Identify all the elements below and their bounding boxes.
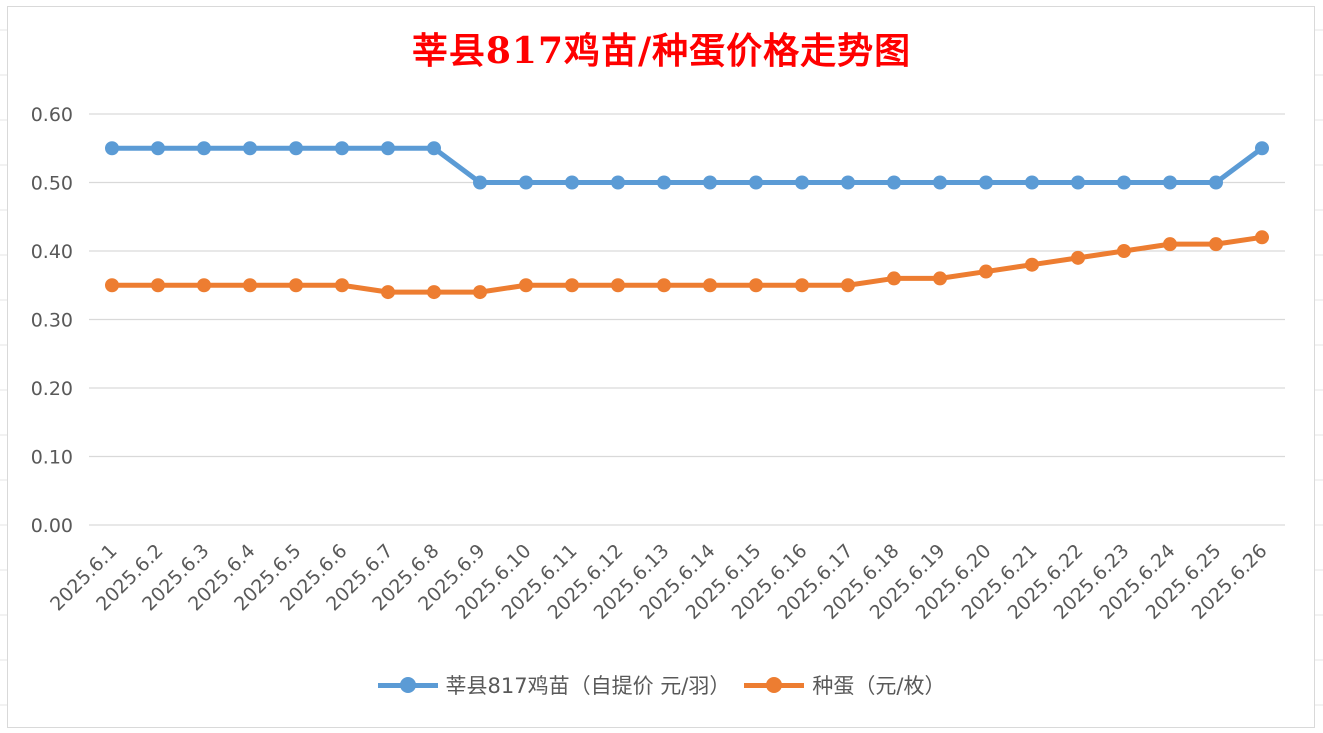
data-point-series2 bbox=[243, 278, 257, 293]
data-point-series2 bbox=[703, 278, 717, 293]
chart-title: 莘县817鸡苗/种蛋价格走势图 bbox=[411, 30, 912, 72]
data-point-series1 bbox=[1071, 175, 1085, 190]
chart-area[interactable] bbox=[7, 6, 1315, 728]
data-point-series2 bbox=[1117, 244, 1131, 258]
legend-label-series1: 莘县817鸡苗（自提价 元/羽） bbox=[445, 674, 731, 698]
y-tick-label: 0.00 bbox=[31, 515, 73, 537]
data-point-series1 bbox=[197, 141, 211, 156]
data-point-series2 bbox=[933, 271, 947, 286]
legend-label-series2: 种蛋（元/枚） bbox=[812, 674, 946, 698]
data-point-series2 bbox=[565, 278, 579, 293]
data-point-series2 bbox=[151, 278, 165, 293]
y-tick-label: 0.20 bbox=[31, 378, 73, 400]
data-point-series1 bbox=[519, 175, 533, 190]
data-point-series1 bbox=[381, 141, 395, 156]
data-point-series2 bbox=[887, 271, 901, 286]
data-point-series1 bbox=[933, 175, 947, 190]
legend-marker-series2 bbox=[744, 677, 805, 693]
series-line-2 bbox=[109, 234, 1265, 295]
data-point-series1 bbox=[749, 175, 763, 190]
y-tick-label: 0.60 bbox=[31, 104, 73, 126]
data-point-series2 bbox=[1071, 250, 1085, 265]
data-point-series1 bbox=[289, 141, 303, 156]
data-point-series2 bbox=[1025, 257, 1039, 272]
data-point-series2 bbox=[427, 285, 441, 300]
data-point-series2 bbox=[795, 278, 809, 293]
data-point-series2 bbox=[473, 285, 487, 300]
data-point-series2 bbox=[381, 285, 395, 300]
legend-marker-series1 bbox=[377, 677, 438, 693]
y-tick-label: 0.40 bbox=[31, 241, 73, 263]
legend-item-series2: 种蛋（元/枚） bbox=[744, 670, 945, 700]
data-point-series1 bbox=[105, 141, 119, 156]
data-point-series1 bbox=[795, 175, 809, 190]
data-point-series1 bbox=[151, 141, 165, 156]
chart-legend: 莘县817鸡苗（自提价 元/羽） 种蛋（元/枚） bbox=[0, 670, 1323, 700]
data-point-series1 bbox=[473, 175, 487, 190]
data-point-series2 bbox=[335, 278, 349, 293]
data-point-series1 bbox=[1255, 141, 1269, 156]
data-point-series2 bbox=[657, 278, 671, 293]
data-point-series1 bbox=[703, 175, 717, 190]
data-point-series2 bbox=[749, 278, 763, 293]
data-point-series1 bbox=[657, 175, 671, 190]
data-point-series2 bbox=[979, 264, 993, 279]
data-point-series1 bbox=[1209, 175, 1223, 190]
data-point-series2 bbox=[519, 278, 533, 293]
data-point-series1 bbox=[611, 175, 625, 190]
data-point-series1 bbox=[565, 175, 579, 190]
data-point-series2 bbox=[611, 278, 625, 293]
data-point-series2 bbox=[841, 278, 855, 293]
data-point-series2 bbox=[1209, 237, 1223, 252]
y-tick-label: 0.50 bbox=[31, 173, 73, 195]
data-point-series2 bbox=[1163, 237, 1177, 252]
data-point-series1 bbox=[335, 141, 349, 156]
data-point-series1 bbox=[427, 141, 441, 156]
data-point-series2 bbox=[197, 278, 211, 293]
data-point-series1 bbox=[887, 175, 901, 190]
data-point-series2 bbox=[1255, 230, 1269, 245]
data-point-series2 bbox=[289, 278, 303, 293]
y-tick-label: 0.30 bbox=[31, 310, 73, 332]
data-point-series1 bbox=[243, 141, 257, 156]
data-point-series1 bbox=[1117, 175, 1131, 190]
legend-item-series1: 莘县817鸡苗（自提价 元/羽） bbox=[377, 670, 731, 700]
data-point-series1 bbox=[1025, 175, 1039, 190]
data-point-series1 bbox=[1163, 175, 1177, 190]
y-tick-label: 0.10 bbox=[31, 447, 73, 469]
data-point-series1 bbox=[841, 175, 855, 190]
data-point-series1 bbox=[979, 175, 993, 190]
series-line-1 bbox=[109, 145, 1265, 185]
data-point-series2 bbox=[105, 278, 119, 293]
